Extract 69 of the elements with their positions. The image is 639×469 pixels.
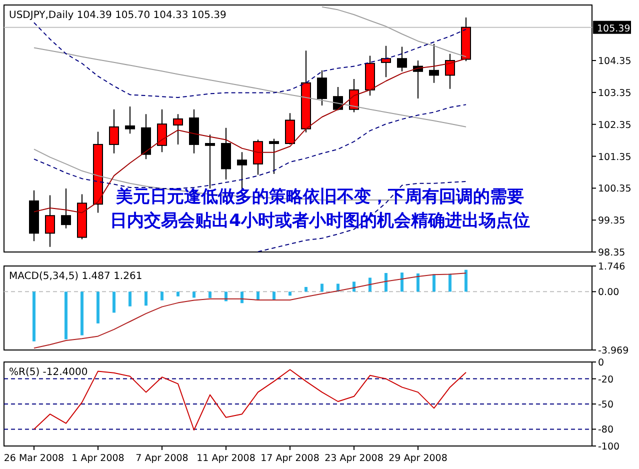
bar (416, 273, 420, 292)
ref-line-label: 105.39 (597, 23, 630, 34)
bar (144, 292, 148, 306)
x-tick-label: 23 Apr 2008 (324, 453, 384, 464)
bar (112, 292, 116, 313)
candlestick (445, 53, 455, 90)
candlestick (253, 139, 263, 176)
annotation: 美元日元逢低做多的策略依旧不变，下周有回调的需要 (115, 187, 524, 207)
bar (256, 292, 260, 300)
bar (384, 272, 388, 292)
text: %R(5) -12.4000 (9, 367, 88, 378)
y-tick-label: 0 (598, 358, 604, 368)
text: USDJPY,Daily 104.39 105.70 104.33 105.39 (9, 10, 226, 21)
y-tick-label: -3.969 (598, 346, 629, 356)
y-tick-label: -100 (598, 442, 620, 452)
candlestick (109, 108, 119, 154)
bar (240, 292, 244, 304)
bar (432, 274, 436, 292)
candlestick (173, 114, 183, 145)
y-tick-label: 1.746 (598, 262, 626, 272)
y-tick-label: -80 (598, 424, 614, 436)
y-tick-label: 103.35 (598, 88, 632, 99)
y-tick-label: 99.35 (598, 216, 626, 227)
candlestick (397, 46, 407, 72)
y-tick-label: 101.35 (598, 152, 632, 163)
annotation: 日内交易会贴出4小时或者小时图的机会精确进出场点位 (110, 211, 530, 231)
y-tick-label: -20 (598, 374, 614, 386)
line-series (34, 104, 466, 189)
y-tick-label: -50 (598, 400, 614, 410)
candlestick (285, 112, 295, 145)
line-series (34, 47, 466, 128)
bar (208, 292, 212, 298)
candlestick (61, 188, 71, 229)
bar (400, 272, 404, 292)
bar (128, 292, 132, 306)
y-tick-label: 102.35 (598, 120, 632, 131)
bar (288, 292, 292, 296)
x-tick-label: 29 Apr 2008 (388, 453, 448, 464)
bar (320, 284, 324, 292)
y-tick-label: 100.35 (598, 184, 632, 195)
y-tick-label: 0.00 (598, 287, 620, 298)
text: MACD(5,34,5) 1.487 1.261 (9, 271, 142, 282)
candlestick (317, 70, 327, 106)
bar (448, 274, 452, 292)
bar (32, 292, 36, 342)
candlestick (45, 194, 55, 248)
bar (304, 286, 308, 292)
x-tick-label: 1 Apr 2008 (72, 453, 124, 464)
x-tick-label: 11 Apr 2008 (196, 453, 256, 464)
bar (96, 292, 100, 324)
bar (80, 292, 84, 336)
candlestick (429, 43, 439, 84)
y-tick-label: 104.35 (598, 56, 632, 68)
x-tick-label: 7 Apr 2008 (136, 453, 188, 464)
candlestick (157, 108, 167, 153)
candlestick (205, 134, 215, 189)
candlestick (269, 138, 279, 174)
bar (64, 292, 68, 340)
bar (368, 278, 372, 292)
bar (160, 292, 164, 300)
candlestick (125, 106, 135, 134)
bar (272, 292, 276, 300)
bar (176, 292, 180, 296)
x-tick-label: 17 Apr 2008 (260, 453, 320, 464)
bar (192, 292, 196, 298)
x-tick-label: 26 Mar 2008 (4, 453, 64, 464)
candlestick (381, 45, 391, 78)
bar (464, 270, 468, 292)
y-tick-label: 98.35 (598, 248, 626, 258)
